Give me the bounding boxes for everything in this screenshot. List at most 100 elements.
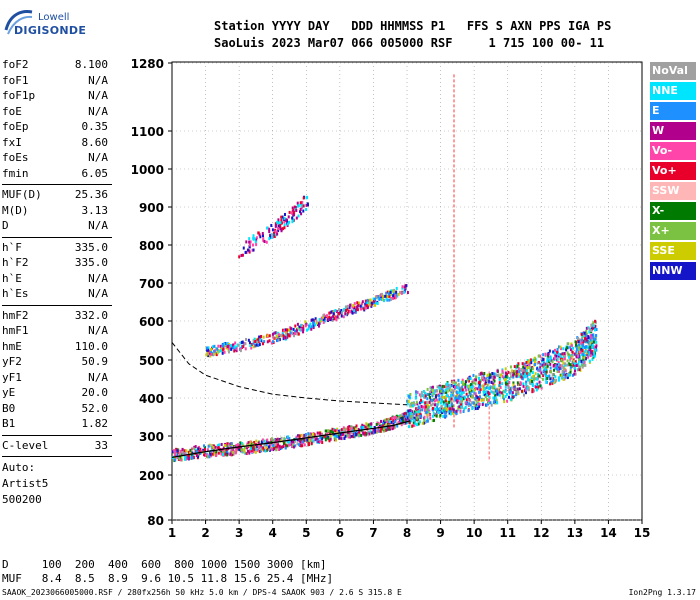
second-hop-point <box>260 339 263 343</box>
x-trace-point <box>533 356 536 360</box>
x-trace-point <box>563 357 566 361</box>
o-trace-point <box>372 428 375 432</box>
x-trace-point <box>476 405 479 409</box>
x-trace-point <box>570 356 573 360</box>
param-row-clevel: C-level 33 <box>2 439 112 455</box>
o-trace-point <box>316 431 319 435</box>
third-hop-point <box>280 219 283 223</box>
x-trace-point <box>417 410 420 414</box>
second-hop-point <box>333 317 336 321</box>
x-trace-point <box>423 395 426 399</box>
x-trace-point <box>420 400 423 404</box>
x-trace-point <box>513 365 516 369</box>
o-trace-point <box>401 417 404 421</box>
x-trace-point <box>492 382 495 386</box>
x-trace-point <box>433 399 436 403</box>
x-trace-point <box>469 403 472 407</box>
legend-item-vo: Vo+ <box>650 162 696 180</box>
second-hop-point <box>390 289 393 293</box>
third-hop-point <box>249 240 252 244</box>
o-trace-point <box>376 429 379 433</box>
second-hop-point <box>390 297 393 301</box>
o-trace-point <box>283 437 286 441</box>
x-trace-point <box>447 384 450 388</box>
x-trace-point <box>509 397 512 401</box>
x-trace-point <box>512 387 515 391</box>
second-hop-point <box>320 316 323 320</box>
x-trace-point <box>575 363 578 367</box>
x-trace-point <box>447 402 450 406</box>
x-trace-point <box>577 359 580 363</box>
second-hop-point <box>326 314 329 318</box>
x-trace-point <box>522 384 525 388</box>
param-value: 52.0 <box>81 401 109 415</box>
x-trace-point <box>456 400 459 404</box>
o-trace-point <box>312 439 315 443</box>
o-trace-point <box>282 442 285 446</box>
o-trace-point <box>391 425 394 429</box>
x-trace-point <box>490 403 493 407</box>
o-trace-point <box>209 450 212 454</box>
x-trace-point <box>556 350 559 354</box>
o-trace-point <box>344 431 347 435</box>
o-trace-point <box>334 429 337 433</box>
o-trace-point <box>239 441 242 445</box>
x-trace-point <box>581 345 584 349</box>
second-hop-point <box>368 303 371 307</box>
x-trace-point <box>508 391 511 395</box>
legend-item-x: X- <box>650 202 696 220</box>
third-hop-point <box>297 214 300 218</box>
x-trace-point <box>577 354 580 358</box>
o-trace-point <box>187 450 190 454</box>
x-trace-point <box>445 414 448 418</box>
o-trace-point <box>252 449 255 453</box>
x-trace-point <box>486 379 489 383</box>
o-trace-point <box>379 429 382 433</box>
x-trace-point <box>590 323 593 327</box>
o-trace-point <box>195 450 198 454</box>
x-trace-point <box>486 383 489 387</box>
x-trace-point <box>406 399 409 403</box>
x-trace-point <box>555 364 558 368</box>
third-hop-point <box>302 196 305 200</box>
x-trace-point <box>425 419 428 423</box>
logo-brand: Lowell <box>38 12 70 23</box>
x-trace-point <box>547 353 550 357</box>
x-trace-point <box>451 389 454 393</box>
x-trace-point <box>573 372 576 376</box>
o-trace-point <box>210 445 213 449</box>
x-trace-point <box>477 385 480 389</box>
second-hop-point <box>352 303 355 307</box>
o-trace-point <box>317 440 320 444</box>
x-trace-point <box>448 386 451 390</box>
x-tick-label: 12 <box>533 526 550 540</box>
x-trace-point <box>538 380 541 384</box>
x-trace-point <box>467 404 470 408</box>
third-hop-point <box>291 216 294 220</box>
third-hop-point <box>262 237 265 241</box>
x-trace-point <box>504 390 507 394</box>
o-trace-point <box>190 455 193 459</box>
x-trace-point <box>432 408 435 412</box>
x-trace-point <box>482 387 485 391</box>
o-trace-point <box>321 437 324 441</box>
third-hop-point <box>301 200 304 204</box>
x-trace-point <box>557 361 560 365</box>
legend-item-noval: NoVal <box>650 62 696 80</box>
third-hop-point <box>300 204 303 208</box>
x-trace-point <box>508 377 511 381</box>
x-trace-point <box>505 375 508 379</box>
second-hop-point <box>287 328 290 332</box>
x-trace-point <box>593 346 596 350</box>
second-hop-point <box>290 327 293 331</box>
y-tick-label: 200 <box>139 469 164 483</box>
second-hop-point <box>328 311 331 315</box>
third-hop-point <box>277 227 280 231</box>
x-trace-point <box>582 364 585 368</box>
x-trace-point <box>536 377 539 381</box>
x-tick-label: 7 <box>369 526 377 540</box>
second-hop-point <box>340 314 343 318</box>
x-trace-point <box>497 388 500 392</box>
x-trace-point <box>441 384 444 388</box>
o-trace-point <box>235 450 238 454</box>
